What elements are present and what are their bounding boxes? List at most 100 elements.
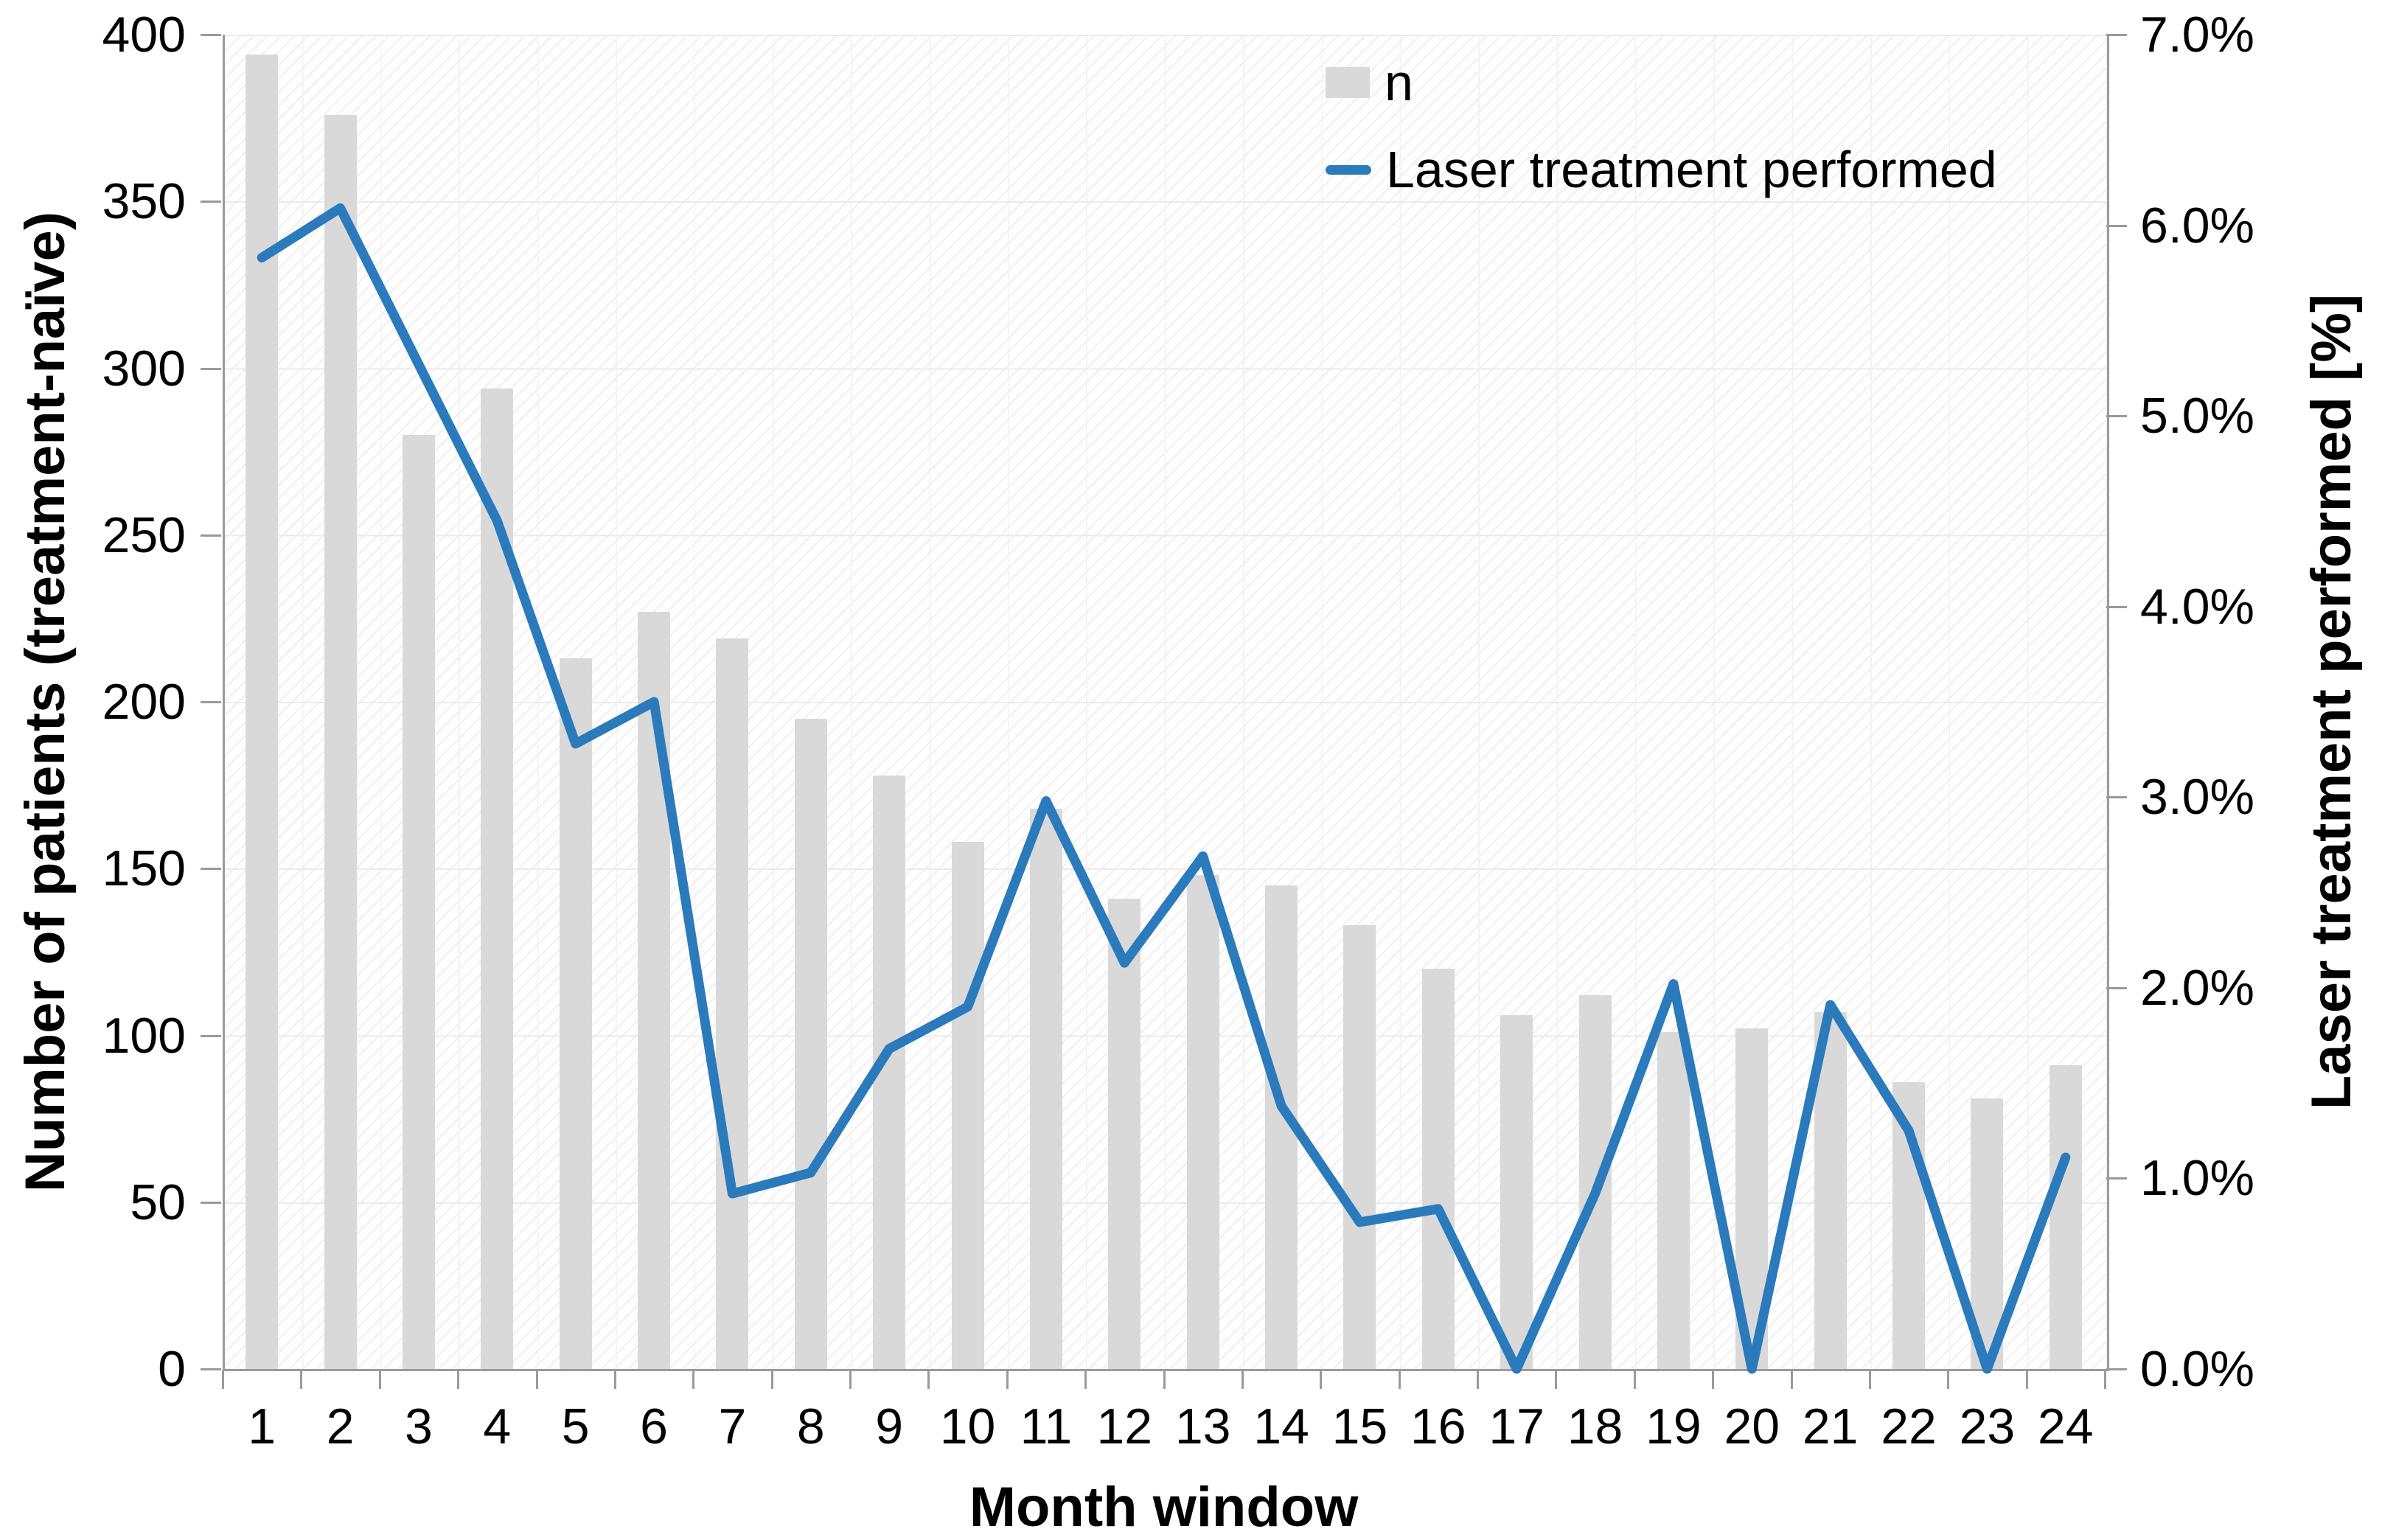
x-axis-tick — [1555, 1370, 1558, 1389]
bar-month-7 — [716, 638, 749, 1369]
left-axis-tick — [201, 367, 221, 370]
bar-month-2 — [324, 114, 357, 1369]
left-axis-tick-label: 350 — [102, 173, 186, 230]
x-axis-tick-label: 20 — [1724, 1398, 1780, 1454]
x-axis-tick — [1712, 1370, 1715, 1389]
right-axis-tick-label: 5.0% — [2140, 388, 2254, 445]
x-axis-tick-label: 3 — [405, 1398, 433, 1454]
x-axis-tick — [1790, 1370, 1793, 1389]
x-axis-tick-label: 21 — [1802, 1398, 1859, 1454]
right-axis-tick — [2106, 605, 2127, 608]
left-axis-tick — [201, 1201, 221, 1204]
x-axis-tick-label: 19 — [1646, 1398, 1702, 1454]
right-axis-tick-label: 7.0% — [2140, 7, 2254, 63]
right-axis-tick — [2106, 986, 2127, 989]
left-axis-tick — [201, 701, 221, 703]
x-axis-tick — [1163, 1370, 1166, 1389]
x-axis-tick-label: 11 — [1020, 1398, 1073, 1454]
x-axis-tick-label: 12 — [1096, 1398, 1153, 1454]
legend-item-laser: Laser treatment performed — [1326, 140, 1997, 199]
x-axis-tick — [1477, 1370, 1479, 1389]
line-series-svg — [257, 203, 2071, 1374]
legend-label-laser: Laser treatment performed — [1386, 141, 1997, 198]
right-axis-tick-label: 4.0% — [2140, 578, 2254, 635]
x-axis-tick — [1320, 1370, 1323, 1389]
x-axis-tick-label: 23 — [1959, 1398, 2016, 1454]
x-axis-tick-label: 17 — [1488, 1398, 1545, 1454]
right-axis-tick — [2106, 1368, 2127, 1370]
bar-month-11 — [1029, 808, 1062, 1369]
x-axis-tick-label: 22 — [1881, 1398, 1937, 1454]
left-axis-tick — [201, 1368, 221, 1370]
x-axis-tick-label: 7 — [718, 1398, 747, 1454]
bar-month-16 — [1421, 969, 1455, 1369]
x-axis-tick-label: 9 — [875, 1398, 904, 1454]
x-axis-tick — [1006, 1370, 1009, 1389]
x-axis-tick-label: 15 — [1331, 1398, 1388, 1454]
x-axis-tick-label: 5 — [561, 1398, 590, 1454]
right-axis-tick — [2106, 34, 2127, 36]
right-axis-tick-label: 1.0% — [2140, 1150, 2254, 1207]
left-axis-tick — [201, 534, 221, 537]
left-axis-tick-label: 200 — [102, 674, 186, 730]
x-axis-tick — [2025, 1370, 2028, 1389]
x-axis-tick — [692, 1370, 695, 1389]
bar-month-13 — [1186, 875, 1219, 1369]
x-axis-title: Month window — [969, 1476, 1359, 1539]
x-axis-tick — [1084, 1370, 1087, 1389]
bar-month-24 — [2049, 1065, 2082, 1369]
plot-area — [223, 35, 2109, 1371]
x-axis-tick-label: 13 — [1174, 1398, 1231, 1454]
x-axis-tick — [1633, 1370, 1636, 1389]
x-axis-tick — [378, 1370, 381, 1389]
bar-swatch-icon — [1326, 67, 1370, 98]
x-axis-tick-label: 16 — [1410, 1398, 1466, 1454]
x-axis-tick-label: 4 — [483, 1398, 512, 1454]
left-axis-tick-label: 100 — [102, 1007, 186, 1064]
left-axis-tick-label: 400 — [102, 7, 186, 63]
x-axis-tick — [1947, 1370, 1950, 1389]
right-axis-title: Laser treatment performed [%] — [2300, 293, 2363, 1110]
legend-item-n: n — [1326, 53, 1413, 112]
bar-month-3 — [402, 435, 435, 1369]
x-axis-tick — [222, 1370, 224, 1389]
legend-label-n: n — [1385, 54, 1413, 111]
x-axis-tick — [535, 1370, 538, 1389]
right-axis-tick — [2106, 796, 2127, 799]
x-axis-tick — [2104, 1370, 2106, 1389]
right-axis-tick — [2106, 1177, 2127, 1180]
left-axis-tick — [201, 201, 221, 203]
x-axis-tick — [849, 1370, 852, 1389]
left-axis-tick-label: 250 — [102, 506, 186, 563]
x-axis-tick — [613, 1370, 616, 1389]
right-axis-tick-label: 2.0% — [2140, 959, 2254, 1016]
x-axis-tick — [457, 1370, 460, 1389]
bar-month-6 — [638, 611, 671, 1369]
x-axis-tick-label: 1 — [248, 1398, 276, 1454]
right-axis-tick-label: 6.0% — [2140, 197, 2254, 254]
left-axis-tick-label: 0 — [158, 1341, 186, 1397]
bar-month-19 — [1657, 1031, 1690, 1369]
x-axis-tick — [927, 1370, 930, 1389]
bar-month-10 — [951, 842, 984, 1369]
right-axis-tick-label: 0.0% — [2140, 1341, 2254, 1397]
left-axis-tick — [201, 868, 221, 871]
laser-treatment-line — [257, 203, 2071, 1374]
x-axis-tick — [1241, 1370, 1244, 1389]
bar-month-1 — [245, 55, 279, 1369]
x-axis-tick-label: 2 — [326, 1398, 355, 1454]
x-axis-tick-label: 10 — [939, 1398, 996, 1454]
x-axis-tick-label: 8 — [796, 1398, 825, 1454]
x-axis-tick — [300, 1370, 303, 1389]
right-axis-tick-label: 3.0% — [2140, 769, 2254, 826]
bar-month-15 — [1343, 925, 1376, 1369]
x-axis-tick-label: 24 — [2037, 1398, 2094, 1454]
bar-month-17 — [1500, 1015, 1533, 1369]
left-axis-tick — [201, 34, 221, 36]
left-axis-tick-label: 50 — [130, 1174, 186, 1230]
bar-month-8 — [794, 718, 827, 1369]
left-axis-tick-label: 300 — [102, 340, 186, 397]
right-axis-tick — [2106, 415, 2127, 418]
x-axis-tick — [1398, 1370, 1401, 1389]
x-axis-tick-label: 6 — [640, 1398, 668, 1454]
